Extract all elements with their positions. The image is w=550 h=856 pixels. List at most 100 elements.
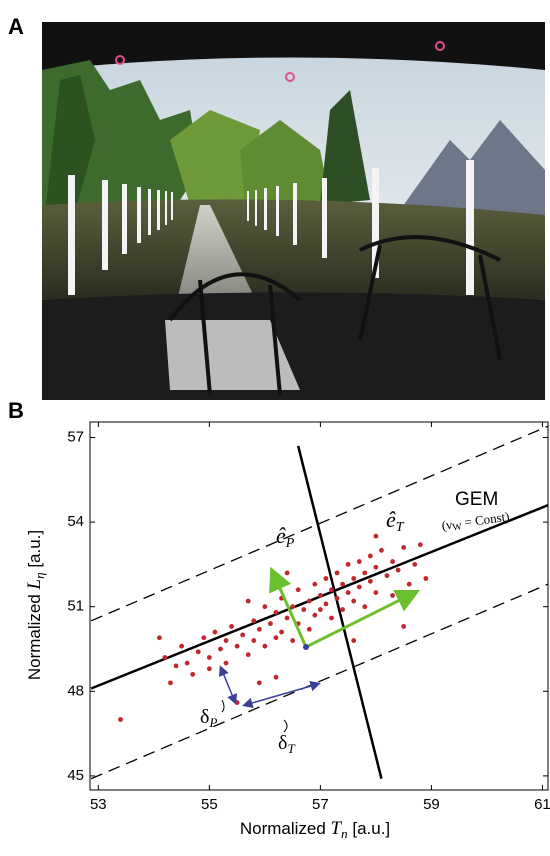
point [273, 674, 279, 680]
y-tick-label: 51 [67, 598, 84, 615]
x-tick-label: 53 [90, 796, 107, 813]
point [162, 655, 168, 660]
point [317, 607, 323, 612]
label-var: L [24, 579, 45, 591]
point [284, 570, 290, 576]
note-part: (ν [441, 517, 453, 533]
label-base: ê [276, 523, 286, 548]
x-tick-label: 59 [423, 796, 440, 813]
label-part: Normalized [25, 589, 44, 680]
panel-label: A [8, 14, 24, 39]
guide-line [90, 425, 548, 622]
point [251, 638, 257, 643]
point [345, 562, 351, 567]
point [384, 573, 390, 579]
e-t-label: êT [386, 507, 405, 535]
point [356, 584, 362, 590]
point [351, 598, 357, 604]
point [195, 649, 201, 655]
data-layer [90, 425, 548, 780]
point [268, 621, 273, 627]
point [340, 581, 345, 587]
label-base: ê [386, 507, 396, 532]
distance-arrow [219, 665, 237, 705]
point [251, 618, 257, 624]
point [245, 598, 251, 604]
point [240, 632, 246, 638]
point [229, 624, 234, 629]
point [356, 559, 362, 564]
point [234, 643, 240, 649]
point [329, 587, 334, 593]
y-axis-label: Normalized Lη [a.u.] [24, 530, 47, 680]
point [412, 562, 418, 567]
point [306, 598, 312, 604]
point [340, 607, 345, 612]
point [301, 607, 307, 612]
point [256, 680, 262, 686]
point [290, 638, 296, 643]
point [118, 717, 123, 722]
point [156, 635, 162, 641]
photo [42, 22, 545, 400]
point [323, 576, 329, 581]
point [345, 590, 351, 596]
label-base: δ [278, 732, 287, 754]
label-sub: n [341, 826, 348, 841]
guide-line [90, 583, 548, 780]
point [306, 626, 312, 632]
label-sub: T [287, 741, 295, 756]
point [423, 576, 429, 581]
note-sub: W [452, 522, 463, 534]
point [312, 581, 318, 587]
panel-label: B [8, 398, 24, 423]
point [173, 663, 179, 669]
point [262, 604, 268, 610]
point [401, 624, 407, 629]
gem-label: GEM [455, 489, 498, 510]
point [223, 660, 229, 666]
point [362, 604, 368, 610]
point [312, 612, 318, 618]
point [212, 629, 218, 635]
point [334, 570, 340, 576]
delta-t-label: δT [278, 732, 295, 756]
label-sub: P [285, 536, 295, 551]
x-tick-label: 61 [534, 796, 550, 813]
point [351, 638, 357, 643]
point [367, 578, 373, 584]
point [373, 590, 379, 596]
point [367, 553, 373, 559]
x-tick-label: 55 [201, 796, 218, 813]
point [284, 615, 290, 621]
y-tick-label: 45 [67, 767, 84, 784]
point [273, 635, 279, 641]
point [290, 604, 296, 610]
point [218, 646, 223, 652]
angle-tick [221, 699, 288, 733]
point [245, 652, 251, 658]
point [390, 593, 395, 598]
point [351, 576, 357, 581]
point [379, 547, 384, 553]
label-sub: η [32, 572, 47, 578]
point [373, 533, 379, 539]
y-tick-label: 48 [67, 682, 84, 699]
basis-arrow [305, 589, 421, 649]
point [273, 609, 279, 615]
y-tick-label: 57 [67, 428, 84, 445]
point [406, 581, 412, 587]
plot-frame [89, 421, 549, 791]
delta-p-label: δP [200, 706, 217, 730]
guide-line [296, 445, 383, 780]
point [373, 564, 379, 570]
label-part: [a.u.] [348, 819, 391, 838]
point [179, 643, 185, 649]
point [184, 660, 190, 666]
x-tick-label: 57 [312, 796, 329, 813]
point [329, 615, 334, 621]
point [206, 666, 212, 672]
label-var: T [331, 818, 343, 839]
